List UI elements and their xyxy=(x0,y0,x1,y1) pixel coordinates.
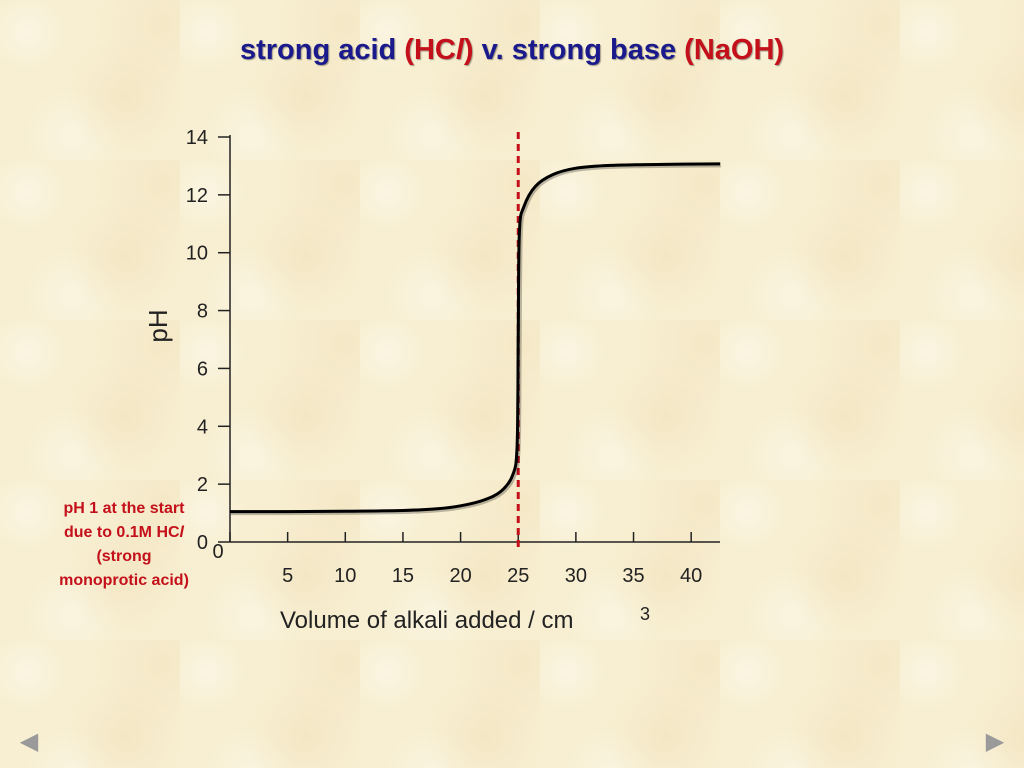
start-ph-annotation: pH 1 at the start due to 0.1M HCl (stron… xyxy=(36,497,212,593)
title-acid-formula: (HCl) xyxy=(404,34,473,66)
x-tick-label: 40 xyxy=(680,565,702,587)
y-tick-label: 12 xyxy=(186,185,208,207)
x-tick-label: 5 xyxy=(282,565,293,587)
chart-axes xyxy=(229,135,720,543)
triangle-left-icon: ◀ xyxy=(19,727,39,755)
y-tick-label: 14 xyxy=(186,127,208,149)
origin-tick-label: 0 xyxy=(212,541,223,563)
x-tick-label: 25 xyxy=(507,565,529,587)
title-acid-open: (HC xyxy=(404,34,456,66)
curve-shadow xyxy=(230,162,722,516)
x-tick-label: 10 xyxy=(334,565,356,587)
y-tick-label: 0 xyxy=(197,532,208,554)
y-axis-label: pH xyxy=(143,309,173,342)
prev-slide-button[interactable]: ◀ xyxy=(14,728,44,754)
next-slide-button[interactable]: ▶ xyxy=(980,728,1010,754)
x-tick-label: 15 xyxy=(392,565,414,587)
x-tick-label: 30 xyxy=(565,565,587,587)
y-tick-label: 2 xyxy=(197,474,208,496)
annotation-line4: monoprotic acid) xyxy=(59,572,189,589)
annotation-line2-text: due to 0.1M HC xyxy=(63,524,180,541)
title-acid-close: ) xyxy=(463,34,474,66)
title-acid-ital: l xyxy=(455,34,464,66)
chart-ticks: 0 2 4 6 8 10 12 14 5 10 15 20 25 30 35 40 0 xyxy=(186,127,703,587)
title-base-formula: (NaOH) xyxy=(684,34,785,66)
y-tick-label: 10 xyxy=(186,243,208,265)
annotation-line3: (strong xyxy=(96,548,152,565)
annotation-line2-ital: l xyxy=(179,524,184,541)
x-tick-label: 20 xyxy=(449,565,471,587)
x-axis-label-superscript: 3 xyxy=(640,604,650,624)
titration-curve xyxy=(229,162,721,514)
curve-group xyxy=(229,162,722,516)
slide-title: strong acid (HCl) v. strong base (NaOH) xyxy=(0,34,1024,67)
annotation-line1: pH 1 at the start xyxy=(63,500,185,517)
y-tick-label: 4 xyxy=(197,416,208,438)
triangle-right-icon: ▶ xyxy=(985,727,1005,755)
x-tick-label: 35 xyxy=(622,565,644,587)
y-tick-label: 8 xyxy=(197,301,208,323)
title-part1: strong acid xyxy=(239,34,405,66)
x-axis-label: Volume of alkali added / cm xyxy=(280,607,574,634)
title-part3: v. strong base xyxy=(473,34,685,66)
annotation-line2: due to 0.1M HCl xyxy=(36,521,212,545)
y-tick-label: 6 xyxy=(197,358,208,380)
